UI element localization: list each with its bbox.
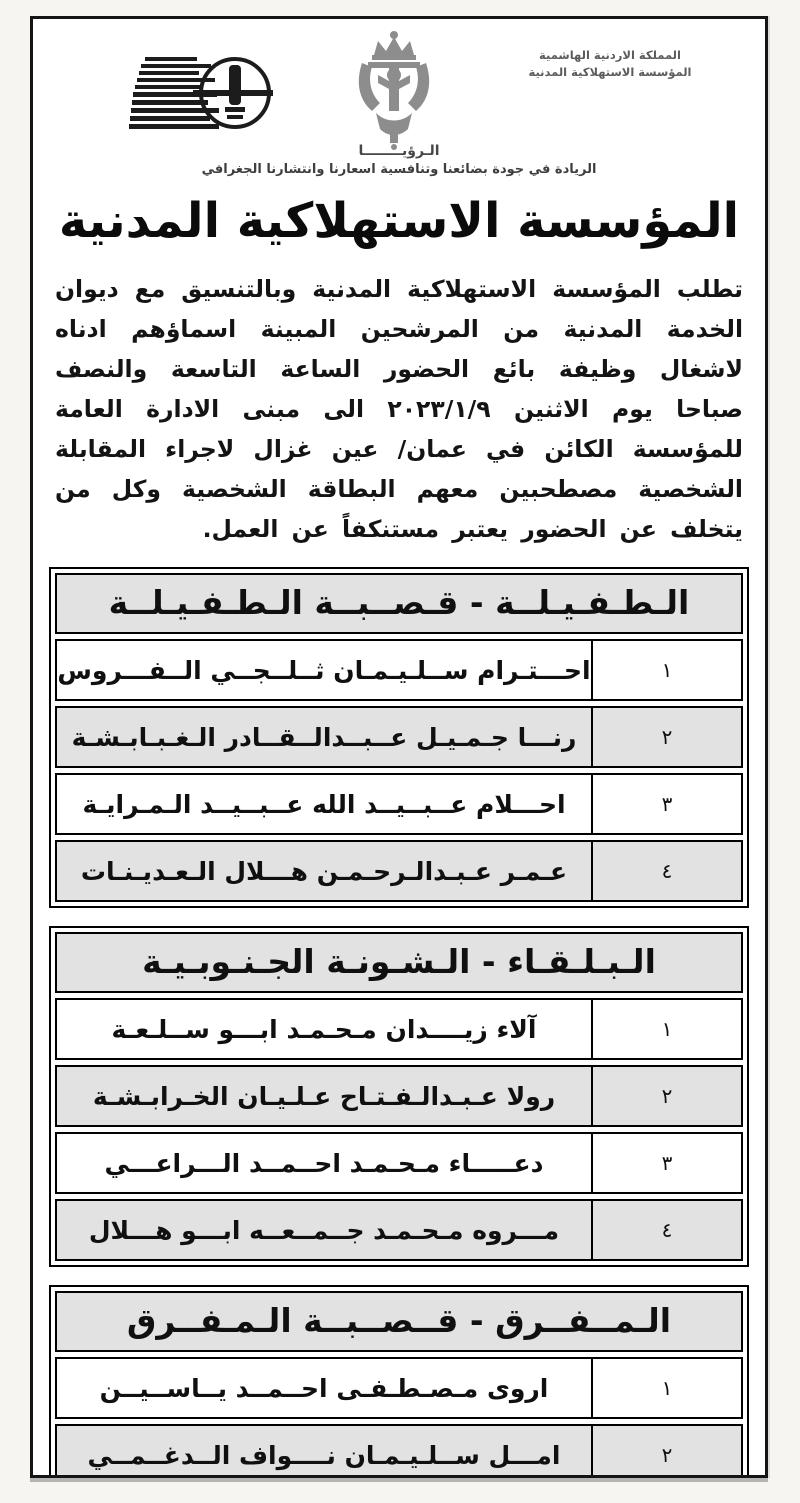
vision-label: الـرؤيــــــــا [358, 143, 440, 159]
header: المملكة الاردنية الهاشمية المؤسسة الاسته… [45, 25, 753, 150]
table-row: ٢ رولا عـبـدالـفـتـاح عـلـيـان الخـرابـش… [55, 1065, 743, 1127]
region-table-balqa: الـبـلـقـاء - الـشـونـة الجـنـوبـيـة ١ آ… [49, 926, 749, 1267]
stripes-globe-logo [123, 51, 273, 139]
candidate-name: آلاء زيــــدان مـحـمـد ابـــو ســلـعـة [111, 1014, 537, 1044]
announcement-paragraph: تطلب المؤسسة الاستهلاكية المدنية وبالتنس… [55, 275, 744, 543]
royal-crest-logo [342, 29, 446, 155]
table-row: ٢ رنـــا جـمـيـل عــبــدالــقــادر الـغـ… [55, 706, 743, 768]
region-table-tafileh: الـطـفـيـلــة - قـصــبــة الـطـفـيـلــة … [49, 567, 749, 908]
candidate-name: دعـــــاء مـحـمـد احــمــد الـــراعـــي [104, 1148, 544, 1178]
candidate-name: مـــروه مـحـمـد جــمــعــه ابـــو هـــلا… [88, 1215, 560, 1245]
row-number: ٢ [591, 1067, 741, 1125]
row-number: ٣ [591, 775, 741, 833]
row-number: ٤ [591, 842, 741, 900]
region-table-mafraq: الـمــفــرق - قــصــبــة الـمـفــرق ١ ار… [49, 1285, 749, 1475]
region-table-header: الـمــفــرق - قــصــبــة الـمـفــرق [55, 1291, 743, 1352]
page-title: المؤسسة الاستهلاكية المدنية [58, 193, 740, 249]
table-row: ٣ احـــلام عــبــيــد الله عــبــيــد ال… [55, 773, 743, 835]
candidate-name: عـمـر عـبـدالـرحـمـن هـــلال الـعـديـنـا… [80, 856, 568, 886]
table-row: ١ آلاء زيــــدان مـحـمـد ابـــو ســلـعـة [55, 998, 743, 1060]
header-right-text: المملكة الاردنية الهاشمية المؤسسة الاسته… [515, 47, 705, 81]
table-row: ٤ عـمـر عـبـدالـرحـمـن هـــلال الـعـديـن… [55, 840, 743, 902]
candidate-name: احـــتـرام ســلـيـمـان ثــلــجــي الــفـ… [57, 655, 591, 685]
row-number: ٢ [591, 1426, 741, 1475]
candidate-name: امـــل ســلـيـمـان نــــواف الــدغــمــي [87, 1440, 561, 1470]
kingdom-line: المملكة الاردنية الهاشمية [539, 48, 681, 62]
row-number: ١ [591, 1000, 741, 1058]
table-row: ١ احـــتـرام ســلـيـمـان ثــلــجــي الــ… [55, 639, 743, 701]
vision-block: الـرؤيــــــــا الريادة في جودة بضائعنا … [45, 143, 753, 177]
candidate-name: احـــلام عــبــيــد الله عــبــيــد الـم… [82, 789, 566, 819]
row-number: ٢ [591, 708, 741, 766]
candidate-name: رنـــا جـمـيـل عــبــدالــقــادر الـغـبـ… [71, 722, 577, 752]
table-row: ٤ مـــروه مـحـمـد جــمــعــه ابـــو هـــ… [55, 1199, 743, 1261]
region-table-header: الـطـفـيـلــة - قـصــبــة الـطـفـيـلــة [55, 573, 743, 634]
table-row: ٣ دعـــــاء مـحـمـد احــمــد الـــراعـــ… [55, 1132, 743, 1194]
table-row: ٢ امـــل ســلـيـمـان نــــواف الــدغــمـ… [55, 1424, 743, 1475]
candidate-name: اروى مـصـطـفـى احــمــد يــاســيــن [99, 1373, 549, 1403]
vision-text: الريادة في جودة بضائعنا وتنافسية اسعارنا… [201, 162, 597, 177]
table-row: ١ اروى مـصـطـفـى احــمــد يــاســيــن [55, 1357, 743, 1419]
org-line: المؤسسة الاستهلاكية المدنية [528, 65, 692, 79]
row-number: ١ [591, 641, 741, 699]
row-number: ٣ [591, 1134, 741, 1192]
row-number: ١ [591, 1359, 741, 1417]
row-number: ٤ [591, 1201, 741, 1259]
candidate-name: رولا عـبـدالـفـتـاح عـلـيـان الخـرابـشـة [92, 1081, 556, 1111]
region-table-header: الـبـلـقـاء - الـشـونـة الجـنـوبـيـة [55, 932, 743, 993]
page-frame: المملكة الاردنية الهاشمية المؤسسة الاسته… [30, 16, 768, 1478]
